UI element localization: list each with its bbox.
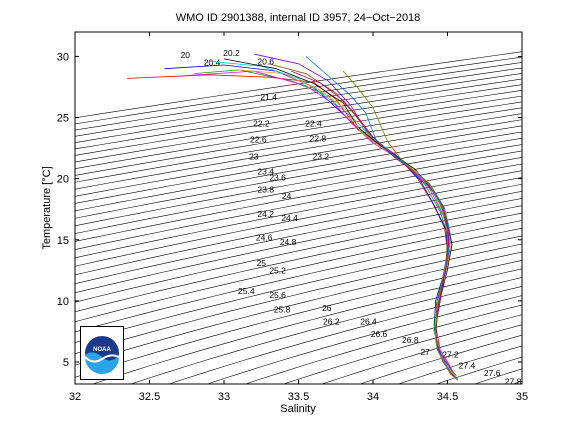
profile-series-lines bbox=[127, 53, 459, 381]
density-contour-label: 20.2 bbox=[223, 48, 240, 58]
density-contour-label: 26.2 bbox=[323, 317, 340, 327]
density-contour-line bbox=[75, 198, 522, 294]
density-contour-label: 26.8 bbox=[402, 335, 419, 345]
density-contour-line bbox=[92, 268, 522, 384]
density-contour-label: 20.4 bbox=[204, 58, 221, 68]
y-tick-label: 25 bbox=[57, 113, 69, 125]
density-contour-line bbox=[75, 235, 522, 343]
density-contour-label: 24.4 bbox=[281, 213, 298, 223]
density-contour-line bbox=[245, 304, 522, 384]
x-tick-label: 34.5 bbox=[437, 391, 458, 403]
density-contour-label: 24.2 bbox=[257, 209, 274, 219]
y-tick-label: 30 bbox=[57, 51, 69, 63]
y-axis-ticks: 5 10 15 20 25 30 bbox=[57, 51, 522, 369]
density-contour-line bbox=[551, 32, 576, 384]
density-contour-label: 26 bbox=[322, 303, 332, 313]
density-contour-line bbox=[75, 163, 522, 250]
density-contour-line bbox=[130, 277, 522, 384]
x-tick-label: 35 bbox=[516, 391, 528, 403]
density-contour-label: 25.4 bbox=[238, 286, 255, 296]
x-tick-label: 33.5 bbox=[288, 391, 309, 403]
density-contour-label: 24.8 bbox=[280, 237, 297, 247]
y-tick-label: 10 bbox=[57, 296, 69, 308]
plot-area-background bbox=[75, 32, 522, 384]
profile-series-line bbox=[305, 56, 459, 380]
noaa-logo: NOAA bbox=[80, 326, 124, 380]
density-contour-line bbox=[75, 56, 522, 125]
density-contour-line bbox=[169, 286, 522, 384]
density-contour-label: 24.6 bbox=[256, 232, 273, 242]
profile-series-line bbox=[342, 70, 459, 381]
y-axis-label: Temperature [°C] bbox=[41, 166, 53, 249]
density-contour-label: 22.8 bbox=[310, 133, 327, 143]
y-tick-label: 15 bbox=[57, 235, 69, 247]
density-contour-line bbox=[75, 205, 522, 303]
density-contour-label: 24 bbox=[282, 191, 292, 201]
density-contour-label: 27.8 bbox=[505, 377, 522, 387]
y-tick-label: 20 bbox=[57, 174, 69, 186]
density-contour-label: 23.2 bbox=[313, 152, 330, 162]
density-contour-line bbox=[321, 324, 522, 384]
density-contour-line bbox=[75, 177, 522, 267]
density-contour-line bbox=[75, 227, 522, 333]
density-contour-line bbox=[75, 67, 522, 137]
density-contour-label: 22.2 bbox=[253, 119, 270, 129]
density-contour-label: 25.8 bbox=[274, 304, 291, 314]
density-contour-lines bbox=[75, 32, 576, 384]
x-tick-label: 32.5 bbox=[139, 391, 160, 403]
density-contour-label: 23.8 bbox=[257, 185, 274, 195]
density-contour-line bbox=[75, 78, 522, 150]
density-contour-label: 21.4 bbox=[260, 92, 277, 102]
density-contour-label: 22.6 bbox=[250, 135, 267, 145]
density-contour-line bbox=[75, 144, 522, 227]
density-contour-line bbox=[75, 51, 522, 119]
x-tick-label: 33 bbox=[218, 391, 230, 403]
density-contour-label: 20.6 bbox=[257, 56, 274, 66]
density-contour-line bbox=[75, 73, 522, 143]
density-contour-label: 20 bbox=[181, 50, 191, 60]
density-contour-line bbox=[75, 131, 522, 212]
density-contour-label: 22.4 bbox=[305, 119, 322, 129]
noaa-logo-text: NOAA bbox=[93, 347, 111, 353]
density-contour-label: 26.4 bbox=[360, 317, 377, 327]
density-contour-line bbox=[75, 150, 522, 234]
density-contour-label: 27 bbox=[420, 347, 430, 357]
density-contour-label: 23.4 bbox=[257, 166, 274, 176]
density-contour-label: 23.6 bbox=[269, 172, 286, 182]
density-contour-label: 25.2 bbox=[269, 265, 286, 275]
x-axis-ticks: 32 32.5 33 33.5 34 34.5 35 bbox=[69, 32, 528, 403]
density-contour-line bbox=[75, 259, 522, 378]
density-contour-label: 25 bbox=[257, 258, 267, 268]
x-axis-label: Salinity bbox=[280, 403, 316, 415]
density-contour-line bbox=[75, 84, 522, 156]
density-contour-label: 27.4 bbox=[459, 361, 476, 371]
density-contour-line bbox=[75, 183, 522, 276]
density-contour-line bbox=[75, 157, 522, 242]
density-contour-label: 26.6 bbox=[371, 329, 388, 339]
density-contour-label: 25.6 bbox=[269, 290, 286, 300]
x-tick-label: 32 bbox=[69, 391, 81, 403]
density-contour-line bbox=[75, 170, 522, 259]
noaa-emblem-icon: NOAA bbox=[84, 336, 120, 374]
profile-series-line bbox=[253, 53, 457, 379]
density-contour-line bbox=[75, 137, 522, 219]
density-contour-line bbox=[207, 295, 522, 384]
density-contour-labels: 20 20.220.4 20.6 21.4 22.2 22.4 22.6 22.8 23 23.2… bbox=[181, 48, 522, 387]
density-contour-line bbox=[75, 243, 522, 355]
density-contour-line bbox=[283, 314, 522, 384]
density-contour-label: 27.6 bbox=[484, 368, 501, 378]
density-contour-line bbox=[75, 62, 522, 131]
density-contour-line bbox=[75, 251, 522, 366]
density-contour-label: 23 bbox=[249, 152, 259, 162]
chart-title: WMO ID 2901388, internal ID 3957, 24−Oct… bbox=[176, 12, 421, 24]
density-contour-line bbox=[75, 191, 522, 285]
y-tick-label: 5 bbox=[63, 357, 69, 369]
density-contour-label: 27.2 bbox=[442, 350, 459, 360]
density-contour-line bbox=[75, 90, 522, 163]
x-tick-label: 34 bbox=[367, 391, 379, 403]
